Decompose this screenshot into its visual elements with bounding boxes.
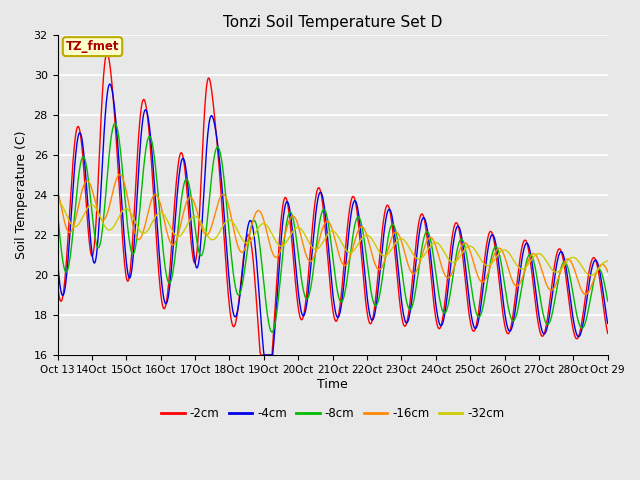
Title: Tonzi Soil Temperature Set D: Tonzi Soil Temperature Set D <box>223 15 442 30</box>
Y-axis label: Soil Temperature (C): Soil Temperature (C) <box>15 131 28 259</box>
X-axis label: Time: Time <box>317 377 348 391</box>
Legend: -2cm, -4cm, -8cm, -16cm, -32cm: -2cm, -4cm, -8cm, -16cm, -32cm <box>156 402 509 425</box>
Text: TZ_fmet: TZ_fmet <box>66 40 119 53</box>
